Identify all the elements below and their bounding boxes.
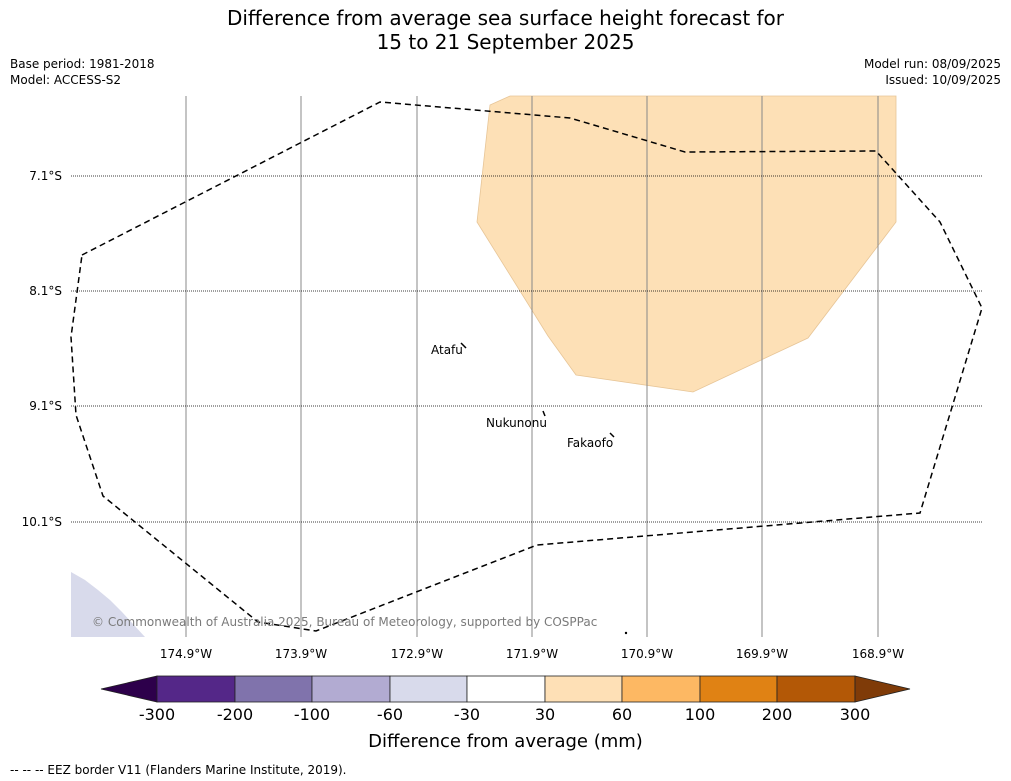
copyright-notice: © Commonwealth of Australia 2025, Bureau… bbox=[92, 615, 598, 629]
lon-label: 170.9°W bbox=[620, 647, 674, 661]
colorbar-segment bbox=[621, 675, 701, 703]
lon-label: 172.9°W bbox=[390, 647, 444, 661]
colorbar-tick: -100 bbox=[293, 705, 331, 724]
colorbar-segment bbox=[311, 675, 391, 703]
colorbar-tick: -60 bbox=[376, 705, 404, 724]
atafu-atoll bbox=[460, 342, 467, 349]
lon-label: 174.9°W bbox=[159, 647, 213, 661]
fakaofo-atoll bbox=[609, 432, 615, 438]
colorbar-segment bbox=[156, 675, 236, 703]
lon-label: 173.9°W bbox=[274, 647, 328, 661]
eez-legend-note: -- -- -- EEZ border V11 (Flanders Marine… bbox=[10, 763, 347, 777]
meta-left: Base period: 1981-2018 Model: ACCESS-S2 bbox=[10, 56, 155, 88]
place-label-nukunonu: Nukunonu bbox=[486, 416, 547, 430]
nukunonu-atoll bbox=[542, 410, 546, 417]
colorbar-segment bbox=[544, 675, 623, 703]
colorbar-tick: -30 bbox=[453, 705, 481, 724]
colorbar-tick: 200 bbox=[761, 705, 793, 724]
title-line-1: Difference from average sea surface heig… bbox=[226, 6, 785, 30]
positive-anomaly-region bbox=[476, 95, 897, 393]
colorbar-label: Difference from average (mm) bbox=[368, 731, 643, 752]
lon-label: 168.9°W bbox=[851, 647, 905, 661]
lon-label: 171.9°W bbox=[505, 647, 559, 661]
issued-date: Issued: 10/09/2025 bbox=[885, 73, 1001, 87]
lat-label: 8.1°S bbox=[29, 284, 62, 298]
title-line-2: 15 to 21 September 2025 bbox=[376, 30, 635, 54]
colorbar bbox=[100, 675, 911, 703]
lon-label: 169.9°W bbox=[735, 647, 789, 661]
lat-label: 7.1°S bbox=[29, 169, 62, 183]
colorbar-tick: 30 bbox=[534, 705, 556, 724]
colorbar-tick: 60 bbox=[611, 705, 633, 724]
lat-label: 10.1°S bbox=[21, 515, 62, 529]
model-run: Model run: 08/09/2025 bbox=[863, 57, 1001, 71]
colorbar-extend-high bbox=[854, 675, 911, 703]
place-label-fakaofo: Fakaofo bbox=[567, 436, 614, 450]
meridian-lines bbox=[185, 96, 879, 637]
map-title: Difference from average sea surface heig… bbox=[0, 6, 1011, 54]
colorbar-extend-low bbox=[100, 675, 158, 703]
colorbar-segment bbox=[699, 675, 778, 703]
eez-border bbox=[70, 101, 983, 632]
islet-dot bbox=[624, 631, 628, 635]
base-period: Base period: 1981-2018 bbox=[10, 57, 155, 71]
model-name: Model: ACCESS-S2 bbox=[10, 73, 122, 87]
place-label-atafu: Atafu bbox=[431, 343, 463, 357]
colorbar-tick: -300 bbox=[138, 705, 176, 724]
meta-right: Model run: 08/09/2025 Issued: 10/09/2025 bbox=[864, 56, 1001, 88]
colorbar-tick: -200 bbox=[216, 705, 254, 724]
colorbar-segment bbox=[389, 675, 468, 703]
colorbar-tick: 100 bbox=[684, 705, 716, 724]
colorbar-segment bbox=[234, 675, 313, 703]
colorbar-segment bbox=[466, 675, 546, 703]
colorbar-tick: 300 bbox=[839, 705, 871, 724]
colorbar-segment bbox=[776, 675, 856, 703]
negative-anomaly-region bbox=[71, 572, 145, 637]
lat-label: 9.1°S bbox=[29, 399, 62, 413]
